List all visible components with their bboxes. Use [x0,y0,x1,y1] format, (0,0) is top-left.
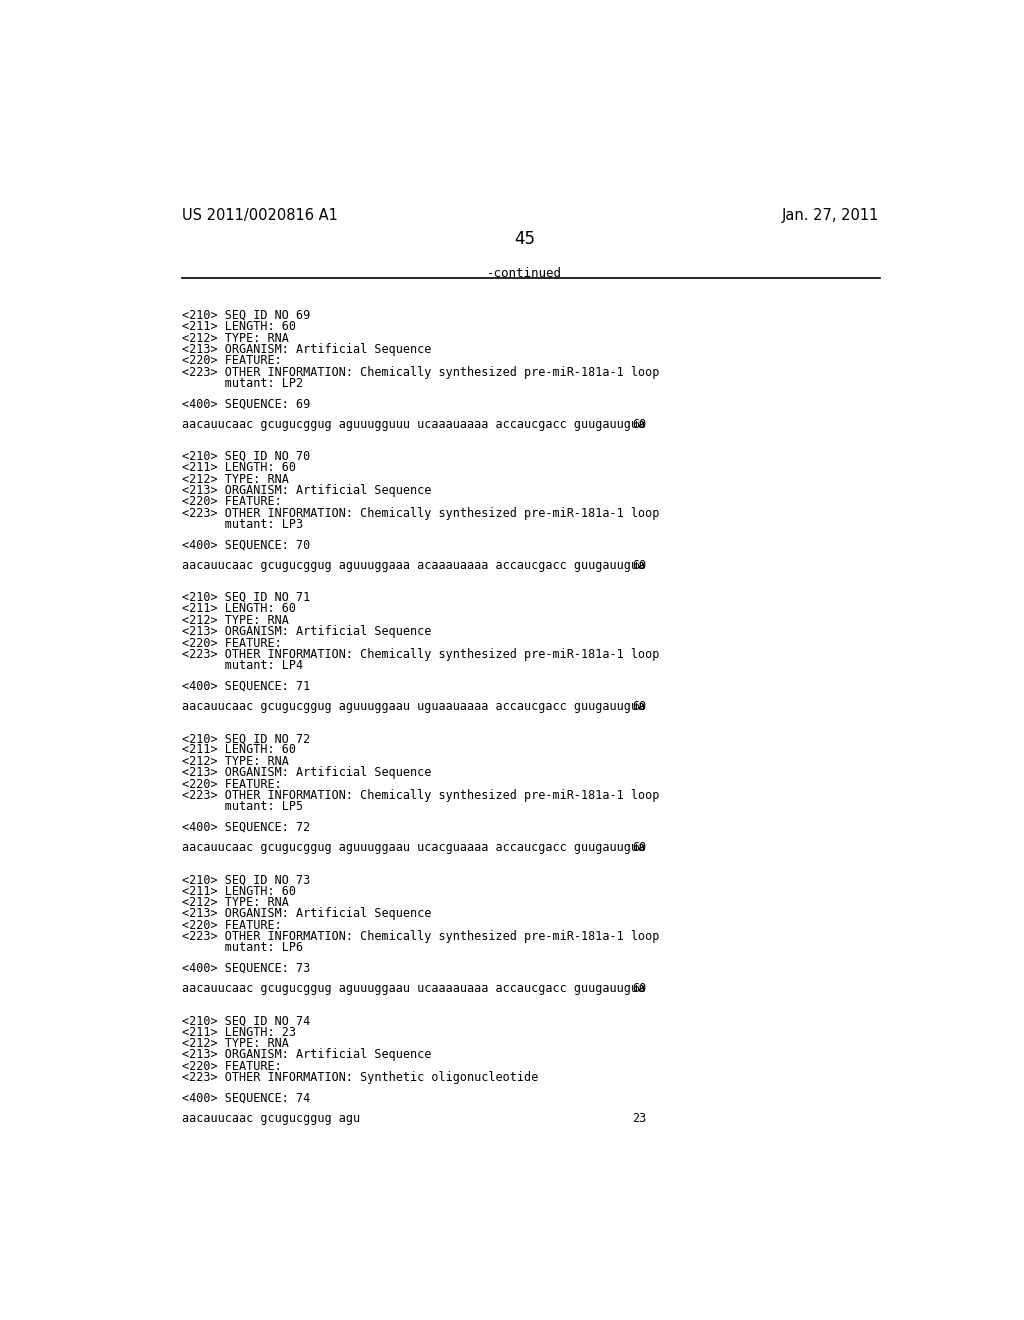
Text: aacauucaac gcugucggug aguuuggaau ucacguaaaa accaucgacc guugauugua: aacauucaac gcugucggug aguuuggaau ucacgua… [182,841,645,854]
Text: <212> TYPE: RNA: <212> TYPE: RNA [182,331,289,345]
Text: <213> ORGANISM: Artificial Sequence: <213> ORGANISM: Artificial Sequence [182,907,431,920]
Text: aacauucaac gcugucggug aguuuggaau uguaauaaaa accaucgacc guugauugua: aacauucaac gcugucggug aguuuggaau uguaaua… [182,701,645,713]
Text: <212> TYPE: RNA: <212> TYPE: RNA [182,614,289,627]
Text: <220> FEATURE:: <220> FEATURE: [182,636,282,649]
Text: <220> FEATURE:: <220> FEATURE: [182,354,282,367]
Text: 60: 60 [632,418,646,432]
Text: <212> TYPE: RNA: <212> TYPE: RNA [182,1038,289,1049]
Text: <212> TYPE: RNA: <212> TYPE: RNA [182,896,289,909]
Text: <400> SEQUENCE: 72: <400> SEQUENCE: 72 [182,821,310,834]
Text: mutant: LP6: mutant: LP6 [182,941,303,954]
Text: <211> LENGTH: 23: <211> LENGTH: 23 [182,1026,296,1039]
Text: <400> SEQUENCE: 74: <400> SEQUENCE: 74 [182,1092,310,1105]
Text: US 2011/0020816 A1: US 2011/0020816 A1 [182,209,338,223]
Text: <212> TYPE: RNA: <212> TYPE: RNA [182,755,289,768]
Text: aacauucaac gcugucggug aguuugguuu ucaaauaaaa accaucgacc guugauugua: aacauucaac gcugucggug aguuugguuu ucaaaua… [182,418,645,432]
Text: <223> OTHER INFORMATION: Chemically synthesized pre-miR-181a-1 loop: <223> OTHER INFORMATION: Chemically synt… [182,366,659,379]
Text: <213> ORGANISM: Artificial Sequence: <213> ORGANISM: Artificial Sequence [182,484,431,498]
Text: <400> SEQUENCE: 71: <400> SEQUENCE: 71 [182,680,310,693]
Text: 60: 60 [632,982,646,995]
Text: <211> LENGTH: 60: <211> LENGTH: 60 [182,884,296,898]
Text: <220> FEATURE:: <220> FEATURE: [182,495,282,508]
Text: <220> FEATURE:: <220> FEATURE: [182,919,282,932]
Text: <212> TYPE: RNA: <212> TYPE: RNA [182,473,289,486]
Text: aacauucaac gcugucggug aguuuggaau ucaaaauaaa accaucgacc guugauugua: aacauucaac gcugucggug aguuuggaau ucaaaau… [182,982,645,995]
Text: <400> SEQUENCE: 70: <400> SEQUENCE: 70 [182,539,310,552]
Text: 45: 45 [514,230,536,248]
Text: <211> LENGTH: 60: <211> LENGTH: 60 [182,461,296,474]
Text: <210> SEQ ID NO 71: <210> SEQ ID NO 71 [182,591,310,605]
Text: <220> FEATURE:: <220> FEATURE: [182,1060,282,1073]
Text: aacauucaac gcugucggug aguuuggaaa acaaauaaaa accaucgacc guugauugua: aacauucaac gcugucggug aguuuggaaa acaaaua… [182,560,645,573]
Text: <213> ORGANISM: Artificial Sequence: <213> ORGANISM: Artificial Sequence [182,1048,431,1061]
Text: 23: 23 [632,1113,646,1125]
Text: <223> OTHER INFORMATION: Synthetic oligonucleotide: <223> OTHER INFORMATION: Synthetic oligo… [182,1071,539,1084]
Text: <211> LENGTH: 60: <211> LENGTH: 60 [182,743,296,756]
Text: <400> SEQUENCE: 69: <400> SEQUENCE: 69 [182,397,310,411]
Text: <223> OTHER INFORMATION: Chemically synthesized pre-miR-181a-1 loop: <223> OTHER INFORMATION: Chemically synt… [182,789,659,803]
Text: <213> ORGANISM: Artificial Sequence: <213> ORGANISM: Artificial Sequence [182,766,431,779]
Text: <223> OTHER INFORMATION: Chemically synthesized pre-miR-181a-1 loop: <223> OTHER INFORMATION: Chemically synt… [182,507,659,520]
Text: <213> ORGANISM: Artificial Sequence: <213> ORGANISM: Artificial Sequence [182,343,431,356]
Text: mutant: LP2: mutant: LP2 [182,378,303,391]
Text: aacauucaac gcugucggug agu: aacauucaac gcugucggug agu [182,1113,360,1125]
Text: <223> OTHER INFORMATION: Chemically synthesized pre-miR-181a-1 loop: <223> OTHER INFORMATION: Chemically synt… [182,931,659,942]
Text: 60: 60 [632,560,646,573]
Text: <210> SEQ ID NO 74: <210> SEQ ID NO 74 [182,1014,310,1027]
Text: -continued: -continued [487,267,562,280]
Text: <211> LENGTH: 60: <211> LENGTH: 60 [182,602,296,615]
Text: 60: 60 [632,841,646,854]
Text: <223> OTHER INFORMATION: Chemically synthesized pre-miR-181a-1 loop: <223> OTHER INFORMATION: Chemically synt… [182,648,659,661]
Text: <210> SEQ ID NO 69: <210> SEQ ID NO 69 [182,309,310,322]
Text: <210> SEQ ID NO 70: <210> SEQ ID NO 70 [182,450,310,463]
Text: <210> SEQ ID NO 72: <210> SEQ ID NO 72 [182,733,310,744]
Text: <213> ORGANISM: Artificial Sequence: <213> ORGANISM: Artificial Sequence [182,626,431,638]
Text: mutant: LP3: mutant: LP3 [182,519,303,531]
Text: <400> SEQUENCE: 73: <400> SEQUENCE: 73 [182,962,310,975]
Text: mutant: LP4: mutant: LP4 [182,659,303,672]
Text: <220> FEATURE:: <220> FEATURE: [182,777,282,791]
Text: <210> SEQ ID NO 73: <210> SEQ ID NO 73 [182,873,310,886]
Text: <211> LENGTH: 60: <211> LENGTH: 60 [182,321,296,333]
Text: Jan. 27, 2011: Jan. 27, 2011 [782,209,880,223]
Text: mutant: LP5: mutant: LP5 [182,800,303,813]
Text: 60: 60 [632,701,646,713]
